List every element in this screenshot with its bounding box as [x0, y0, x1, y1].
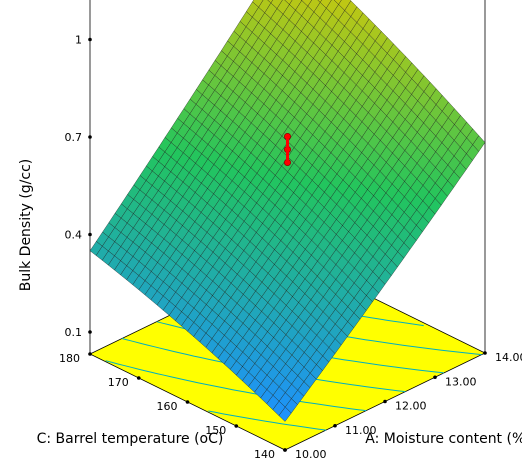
y-tick-label: 160 — [157, 400, 178, 413]
z-tick-label: 1 — [75, 34, 82, 47]
axis-ticks: 0.10.40.711.310.0011.0012.0013.0014.0014… — [59, 34, 522, 459]
x-tick-label: 12.00 — [395, 400, 427, 413]
contour-line — [105, 360, 367, 412]
y-tick-label: 150 — [205, 424, 226, 437]
x-tick-mark — [433, 375, 437, 380]
y-axis-title: C: Barrel temperature (oC) — [37, 431, 224, 447]
x-axis-title: A: Moisture content (%) — [365, 431, 522, 447]
response-surface — [89, 0, 486, 422]
x-tick-label: 11.00 — [345, 424, 377, 437]
x-tick-label: 10.00 — [295, 448, 327, 459]
z-tick-mark — [88, 232, 92, 237]
surface-cell — [317, 0, 322, 3]
x-tick-label: 13.00 — [445, 375, 477, 388]
x-tick-mark — [483, 351, 487, 355]
design-point-marker — [283, 133, 291, 167]
y-tick-mark — [88, 352, 92, 356]
x-tick-mark — [383, 399, 387, 404]
y-tick-label: 140 — [254, 448, 275, 459]
y-tick-label: 180 — [59, 352, 80, 365]
z-tick-label: 0.4 — [65, 229, 83, 242]
surface-cell — [278, 406, 292, 422]
z-tick-mark — [88, 37, 92, 42]
z-tick-label: 0.1 — [65, 326, 83, 339]
x-tick-label: 14.00 — [495, 351, 522, 364]
y-tick-label: 170 — [108, 376, 129, 389]
y-tick-mark — [136, 376, 141, 380]
surface-cell — [267, 0, 274, 4]
y-tick-mark — [283, 448, 287, 452]
y-tick-mark — [234, 424, 239, 428]
z-tick-mark — [88, 330, 92, 334]
z-tick-label: 0.7 — [65, 131, 83, 144]
z-axis-title: Bulk Density (g/cc) — [18, 159, 34, 292]
y-tick-mark — [185, 400, 190, 404]
z-tick-mark — [88, 135, 92, 139]
x-tick-mark — [333, 423, 337, 428]
contour-line — [208, 410, 327, 431]
